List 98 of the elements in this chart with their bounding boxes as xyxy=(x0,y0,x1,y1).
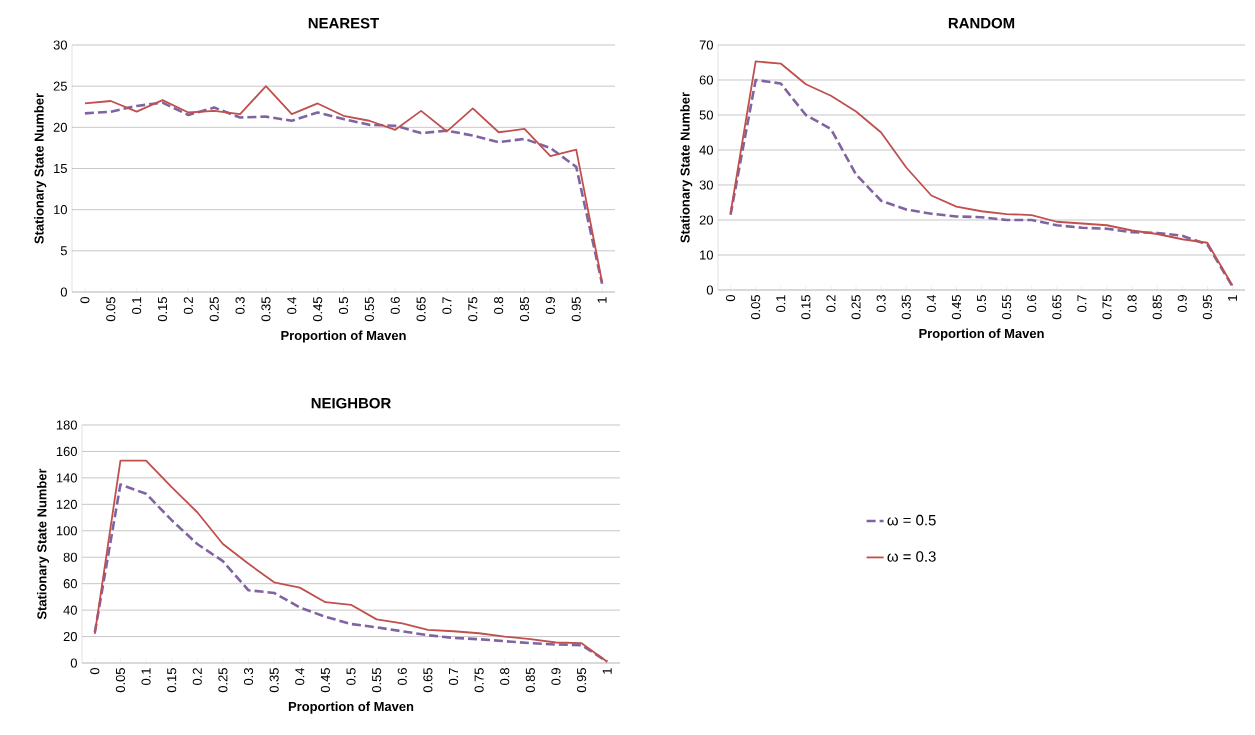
x-tick-label: 0.6 xyxy=(1027,295,1037,313)
y-axis-title: Stationary State Number xyxy=(36,468,50,620)
y-tick-label: 15 xyxy=(54,163,67,174)
x-tick-label: 0.1 xyxy=(141,668,151,686)
x-tick-label: 0.15 xyxy=(157,297,168,322)
x-tick-label: 0.95 xyxy=(1202,295,1212,320)
y-tick-label: 70 xyxy=(699,40,713,50)
x-tick-label: 0.2 xyxy=(826,295,836,313)
x-tick-label: 0.2 xyxy=(183,297,193,315)
x-tick-label: 0.05 xyxy=(115,668,126,693)
x-tick-label: 1 xyxy=(1228,295,1237,301)
y-tick-label: 0 xyxy=(70,658,77,668)
y-tick-label: 50 xyxy=(699,110,713,120)
x-tick-label: 0.8 xyxy=(500,668,510,686)
x-axis-title: Proportion of Maven xyxy=(288,701,414,714)
x-tick-label: 0.6 xyxy=(390,297,400,315)
y-tick-label: 100 xyxy=(56,526,77,536)
x-tick-label: 0.35 xyxy=(901,295,911,320)
y-tick-label: 30 xyxy=(53,40,67,50)
x-tick-label: 0.2 xyxy=(192,668,202,686)
x-tick-label: 0 xyxy=(90,668,100,675)
x-tick-label: 0.05 xyxy=(106,297,116,322)
x-tick-label: 0.5 xyxy=(338,297,349,315)
x-tick-label: 0.15 xyxy=(801,295,811,320)
y-axis-title: Stationary State Number xyxy=(34,93,47,244)
x-tick-label: 0.35 xyxy=(261,297,271,322)
x-tick-label: 0.4 xyxy=(295,667,305,686)
x-tick-label: 0.9 xyxy=(1177,295,1187,313)
legend-label: ω = 0.3 xyxy=(887,551,936,562)
x-tick-label: 0.4 xyxy=(287,296,297,315)
x-tick-label: 0.95 xyxy=(576,668,587,693)
x-tick-label: 0 xyxy=(80,297,90,304)
x-tick-label: 0.45 xyxy=(313,297,323,322)
x-tick-label: 0.65 xyxy=(416,297,426,322)
chart-title: NEIGHBOR xyxy=(311,397,391,409)
x-tick-label: 0.5 xyxy=(346,668,356,686)
x-tick-label: 0.75 xyxy=(1102,295,1112,320)
y-tick-label: 40 xyxy=(63,605,77,615)
x-tick-label: 0.7 xyxy=(442,297,452,315)
y-tick-label: 120 xyxy=(56,499,77,509)
x-tick-label: 0.9 xyxy=(551,668,561,686)
x-tick-label: 0.95 xyxy=(571,297,581,322)
x-tick-label: 0.25 xyxy=(218,668,228,693)
y-tick-label: 80 xyxy=(63,552,77,562)
x-tick-label: 0.5 xyxy=(976,295,987,313)
x-tick-label: 0.85 xyxy=(525,668,535,693)
x-tick-label: 0.55 xyxy=(364,297,374,322)
x-tick-label: 0.45 xyxy=(951,295,961,320)
x-tick-label: 0.75 xyxy=(468,297,478,322)
x-tick-label: 0.6 xyxy=(397,668,407,686)
y-tick-label: 180 xyxy=(56,420,77,430)
x-tick-label: 0.25 xyxy=(851,295,861,320)
x-tick-label: 0.8 xyxy=(1127,295,1137,313)
y-tick-label: 20 xyxy=(63,631,77,642)
y-tick-label: 40 xyxy=(699,145,713,155)
y-tick-label: 20 xyxy=(699,215,713,225)
y-tick-label: 10 xyxy=(700,250,713,260)
y-tick-label: 25 xyxy=(53,81,67,91)
x-tick-label: 0.55 xyxy=(1002,295,1012,320)
x-tick-label: 0.15 xyxy=(167,668,177,693)
y-tick-label: 60 xyxy=(63,579,77,589)
x-tick-label: 0.9 xyxy=(545,297,555,315)
x-tick-label: 0.3 xyxy=(876,295,886,313)
y-axis-title: Stationary State Number xyxy=(680,92,693,243)
x-tick-label: 0.55 xyxy=(372,668,382,693)
x-tick-label: 0.65 xyxy=(423,668,433,693)
x-tick-label: 0.75 xyxy=(474,668,484,693)
x-tick-label: 0.4 xyxy=(926,294,936,313)
x-tick-label: 1 xyxy=(597,297,607,303)
x-tick-label: 0.35 xyxy=(269,668,279,693)
y-tick-label: 5 xyxy=(60,246,67,256)
x-axis-title: Proportion of Maven xyxy=(919,328,1044,341)
x-tick-label: 0.3 xyxy=(243,668,254,686)
y-tick-label: 140 xyxy=(56,473,77,483)
x-tick-label: 0.85 xyxy=(519,297,530,322)
y-tick-label: 30 xyxy=(699,180,713,190)
x-tick-label: 0.65 xyxy=(1052,295,1062,320)
x-tick-label: 0.85 xyxy=(1152,295,1162,320)
x-tick-label: 1 xyxy=(602,668,612,674)
x-tick-label: 0.1 xyxy=(132,297,142,315)
x-tick-label: 0.7 xyxy=(448,668,459,686)
y-tick-label: 10 xyxy=(54,205,67,215)
x-tick-label: 0.8 xyxy=(494,297,504,315)
x-tick-label: 0.1 xyxy=(776,295,786,313)
chart-title: NEAREST xyxy=(308,17,380,29)
y-tick-label: 160 xyxy=(56,446,77,457)
x-tick-label: 0 xyxy=(725,295,736,302)
x-tick-label: 0.25 xyxy=(209,297,219,322)
chart-title: RANDOM xyxy=(948,17,1015,29)
y-tick-label: 60 xyxy=(699,75,713,85)
x-axis-title: Proportion of Maven xyxy=(281,330,406,343)
x-tick-label: 0.45 xyxy=(320,668,330,693)
y-tick-label: 0 xyxy=(706,285,713,295)
legend-label: ω = 0.5 xyxy=(887,514,936,526)
x-tick-label: 0.05 xyxy=(751,295,761,320)
x-tick-label: 0.7 xyxy=(1077,295,1087,313)
y-tick-label: 20 xyxy=(53,122,67,132)
x-tick-label: 0.3 xyxy=(235,297,245,315)
